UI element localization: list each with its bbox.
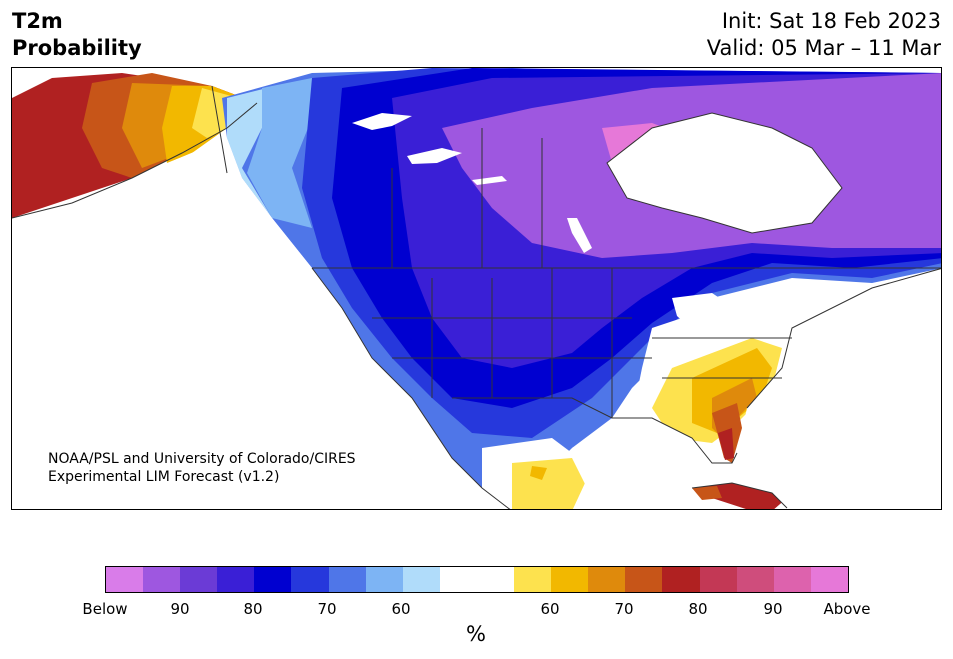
blue-band-60 bbox=[247, 78, 312, 228]
gulf-of-mexico bbox=[572, 418, 712, 509]
legend-tick-label: 90 bbox=[170, 600, 190, 618]
legend-swatch bbox=[736, 567, 774, 592]
valid-range: Valid: 05 Mar – 11 Mar bbox=[706, 36, 941, 60]
legend-swatch bbox=[180, 567, 218, 592]
legend-swatch bbox=[365, 567, 403, 592]
legend-tick-label: 60 bbox=[540, 600, 560, 618]
legend-swatch bbox=[551, 567, 589, 592]
legend-swatch bbox=[143, 567, 181, 592]
legend-tick-label: 80 bbox=[243, 600, 263, 618]
legend-tick-label: 60 bbox=[391, 600, 411, 618]
legend-swatch bbox=[810, 567, 848, 592]
legend-swatch bbox=[402, 567, 440, 592]
init-date: Init: Sat 18 Feb 2023 bbox=[721, 9, 941, 33]
florida-band-75 bbox=[718, 428, 734, 460]
cuba-band bbox=[692, 486, 722, 500]
legend-tick-label: 90 bbox=[763, 600, 783, 618]
atlantic-ocean bbox=[737, 268, 941, 509]
legend-swatch bbox=[106, 567, 144, 592]
credit-line-1: NOAA/PSL and University of Colorado/CIRE… bbox=[48, 451, 356, 467]
title-line-1: T2m bbox=[12, 9, 63, 33]
legend-tick-label: Above bbox=[823, 600, 871, 618]
legend-tick-label: 80 bbox=[688, 600, 708, 618]
legend-swatch bbox=[699, 567, 737, 592]
lake-athabasca bbox=[472, 176, 507, 185]
pacific-ocean bbox=[12, 138, 482, 509]
legend-tick-label: Below bbox=[82, 600, 128, 618]
credit-text: NOAA/PSL and University of Colorado/CIRE… bbox=[48, 450, 356, 486]
legend-swatch bbox=[254, 567, 292, 592]
legend-tick-label: 70 bbox=[317, 600, 337, 618]
probability-map bbox=[11, 67, 942, 510]
lake-winnipeg bbox=[567, 218, 592, 253]
legend-swatch bbox=[217, 567, 255, 592]
legend-tick-label: 70 bbox=[614, 600, 634, 618]
boundary-lines bbox=[12, 85, 941, 509]
legend-swatch bbox=[625, 567, 663, 592]
great-slave-lake bbox=[407, 148, 462, 164]
legend-swatch bbox=[291, 567, 329, 592]
credit-line-2: Experimental LIM Forecast (v1.2) bbox=[48, 469, 280, 485]
hudson-bay bbox=[607, 113, 842, 233]
legend-swatch bbox=[476, 567, 515, 592]
legend-swatch bbox=[588, 567, 626, 592]
legend-unit: % bbox=[466, 622, 486, 646]
mexico-band-60 bbox=[530, 466, 547, 480]
legend-swatch bbox=[439, 567, 477, 592]
map-title: T2m Probability bbox=[12, 8, 142, 62]
blue-band-55 bbox=[227, 88, 272, 218]
mexico-band-55 bbox=[512, 458, 587, 509]
legend-swatch bbox=[773, 567, 811, 592]
legend-swatch bbox=[328, 567, 366, 592]
forecast-dates: Init: Sat 18 Feb 2023 Valid: 05 Mar – 11… bbox=[707, 8, 941, 62]
great-lakes bbox=[672, 293, 742, 330]
legend-swatch bbox=[662, 567, 700, 592]
color-legend bbox=[105, 566, 849, 593]
legend-swatch bbox=[514, 567, 552, 592]
map-svg bbox=[12, 68, 941, 509]
title-line-2: Probability bbox=[12, 36, 142, 60]
great-bear-lake bbox=[352, 113, 412, 130]
